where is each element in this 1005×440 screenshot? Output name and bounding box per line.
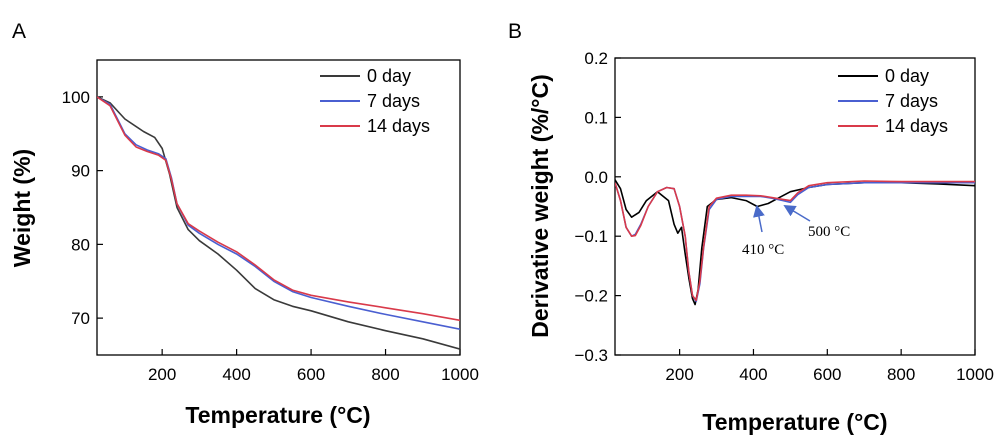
y-tick-label: 0.1 — [584, 108, 608, 127]
legend-label: 14 days — [367, 116, 430, 136]
x-tick-label: 200 — [665, 365, 693, 384]
x-tick-label: 600 — [813, 365, 841, 384]
series-line-14-days — [97, 96, 460, 322]
x-tick-label: 600 — [297, 365, 325, 384]
y-axis-label: Weight (%) — [9, 149, 35, 267]
y-tick-label: 0.2 — [584, 49, 608, 68]
legend-label: 7 days — [885, 91, 938, 111]
y-tick-label: −0.1 — [574, 227, 608, 246]
y-tick-label: 100 — [62, 88, 90, 107]
y-tick-label: −0.2 — [574, 287, 608, 306]
y-tick-label: 90 — [71, 162, 90, 181]
series-line-7-days — [97, 96, 460, 330]
legend-label: 7 days — [367, 91, 420, 111]
y-tick-label: 70 — [71, 309, 90, 328]
annotation-label: 500 °C — [808, 224, 850, 240]
legend-label: 14 days — [885, 116, 948, 136]
annotation-label: 410 °C — [742, 242, 784, 258]
annotation-arrow — [753, 204, 765, 233]
panel-label: A — [12, 20, 26, 43]
legend-label: 0 day — [367, 66, 411, 86]
x-axis-label: Temperature (°C) — [702, 409, 887, 435]
x-tick-label: 800 — [371, 365, 399, 384]
x-axis-label: Temperature (°C) — [185, 402, 370, 428]
plot-frame — [96, 59, 461, 356]
series-line-0-day — [97, 96, 460, 350]
panel-b: B 200 400 600 800 1000 0.2 0.1 0.0 −0.1 −0.2 −0.3 Te… — [508, 20, 994, 435]
x-tick-label: 400 — [222, 365, 250, 384]
y-tick-label: −0.3 — [574, 346, 608, 365]
y-tick-label: 0.0 — [584, 168, 608, 187]
x-tick-label: 400 — [739, 365, 767, 384]
plot-frame — [614, 57, 976, 356]
y-tick-label: 80 — [71, 235, 90, 254]
panel-label: B — [508, 20, 522, 43]
x-tick-label: 800 — [887, 365, 915, 384]
x-tick-label: 1000 — [956, 365, 994, 384]
x-tick-label: 1000 — [441, 365, 479, 384]
annotation-arrow — [783, 204, 811, 222]
y-axis-label: Derivative weight (%/°C) — [527, 74, 553, 338]
panel-a: A 200 400 600 800 1000 70 80 90 100 Temperature (°… — [9, 20, 479, 428]
series-line-14-days — [615, 180, 975, 302]
x-tick-label: 200 — [148, 365, 176, 384]
legend-label: 0 day — [885, 66, 929, 86]
